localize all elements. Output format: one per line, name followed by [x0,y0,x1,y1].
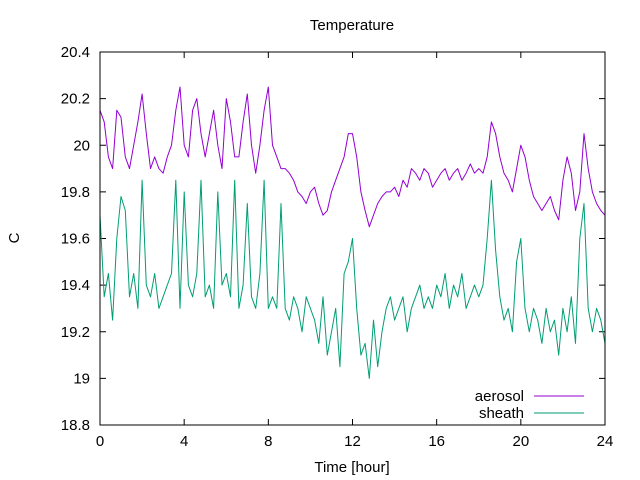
y-tick-label: 20.2 [61,91,90,108]
y-tick-label: 18.8 [61,417,90,434]
legend-label-aerosol: aerosol [475,388,524,405]
plot-frame [99,51,606,426]
x-tick-label: 8 [264,433,272,450]
series-line-sheath [99,179,606,379]
chart-title: Temperature [310,17,394,34]
series-line-aerosol [99,86,606,228]
y-tick-label: 19 [73,370,90,387]
y-tick-label: 19.4 [61,277,90,294]
y-tick-label: 20 [73,137,90,154]
legend-label-sheath: sheath [479,405,524,422]
y-tick-label: 19.6 [61,231,90,248]
y-tick-label: 19.8 [61,184,90,201]
plot-lines [99,86,606,379]
x-tick-label: 4 [180,433,188,450]
x-tick-label: 16 [428,433,445,450]
x-axis-label: Time [hour] [314,459,389,476]
x-tick-label: 0 [96,433,104,450]
y-tick-label: 19.2 [61,324,90,341]
x-tick-label: 12 [344,433,361,450]
y-tick-label: 20.4 [61,44,90,61]
x-tick-label: 24 [597,433,614,450]
y-axis-label: C [6,232,23,243]
x-tick-label: 20 [512,433,529,450]
